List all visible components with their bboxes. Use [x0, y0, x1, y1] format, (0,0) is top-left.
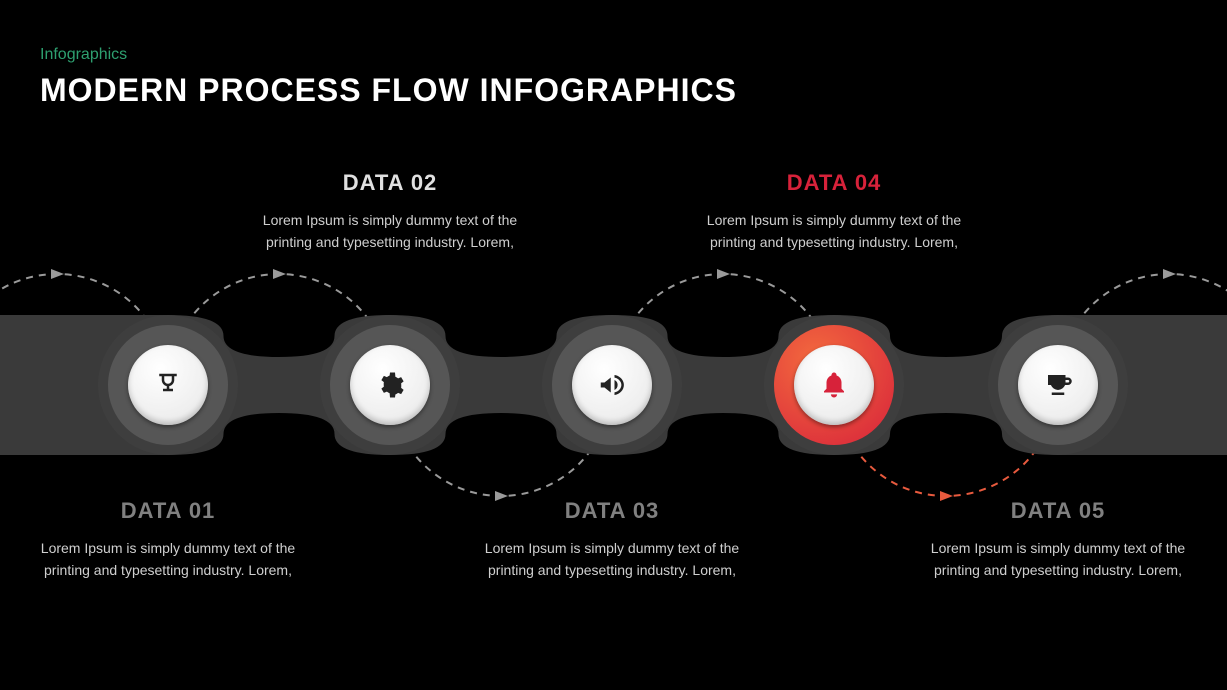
label-desc: Lorem Ipsum is simply dummy text of the … — [482, 538, 742, 581]
label-desc: Lorem Ipsum is simply dummy text of the … — [260, 210, 520, 253]
arc-arrow-icon — [51, 269, 64, 279]
flow-node-1 — [98, 315, 238, 455]
arc-arrow-icon — [1163, 269, 1176, 279]
node-ring-mid — [330, 325, 450, 445]
cup-icon — [1043, 370, 1073, 400]
node-inner — [572, 345, 652, 425]
node-inner — [794, 345, 874, 425]
node-ring-mid — [998, 325, 1118, 445]
node-inner — [1018, 345, 1098, 425]
label-title: DATA 03 — [482, 498, 742, 524]
node-ring-outer — [764, 315, 904, 455]
bell-icon — [819, 370, 849, 400]
gear-icon — [375, 370, 405, 400]
flow-node-3 — [542, 315, 682, 455]
nodes-container — [0, 305, 1227, 465]
flow-node-5 — [988, 315, 1128, 455]
label-desc: Lorem Ipsum is simply dummy text of the … — [704, 210, 964, 253]
label-desc: Lorem Ipsum is simply dummy text of the … — [928, 538, 1188, 581]
label-block-5: DATA 05 Lorem Ipsum is simply dummy text … — [928, 498, 1188, 581]
node-ring-outer — [98, 315, 238, 455]
label-block-3: DATA 03 Lorem Ipsum is simply dummy text … — [482, 498, 742, 581]
label-block-2: DATA 02 Lorem Ipsum is simply dummy text … — [260, 170, 520, 253]
node-ring-mid — [552, 325, 672, 445]
slide-root: Infographics MODERN PROCESS FLOW INFOGRA… — [0, 0, 1227, 690]
node-inner — [350, 345, 430, 425]
arc-arrow-icon — [273, 269, 286, 279]
node-ring-mid — [108, 325, 228, 445]
label-block-1: DATA 01 Lorem Ipsum is simply dummy text … — [38, 498, 298, 581]
label-block-4: DATA 04 Lorem Ipsum is simply dummy text … — [704, 170, 964, 253]
flow-node-4 — [764, 315, 904, 455]
node-inner — [128, 345, 208, 425]
node-ring-outer — [542, 315, 682, 455]
label-title: DATA 02 — [260, 170, 520, 196]
slide-title: MODERN PROCESS FLOW INFOGRAPHICS — [40, 72, 737, 109]
label-title: DATA 04 — [704, 170, 964, 196]
label-title: DATA 01 — [38, 498, 298, 524]
flow-row — [0, 305, 1227, 465]
kicker-text: Infographics — [40, 46, 737, 64]
megaphone-icon — [597, 370, 627, 400]
label-title: DATA 05 — [928, 498, 1188, 524]
node-ring-mid — [774, 325, 894, 445]
flow-node-2 — [320, 315, 460, 455]
node-ring-outer — [988, 315, 1128, 455]
node-ring-outer — [320, 315, 460, 455]
label-desc: Lorem Ipsum is simply dummy text of the … — [38, 538, 298, 581]
trophy-icon — [153, 370, 183, 400]
slide-header: Infographics MODERN PROCESS FLOW INFOGRA… — [40, 46, 737, 109]
arc-arrow-icon — [717, 269, 730, 279]
